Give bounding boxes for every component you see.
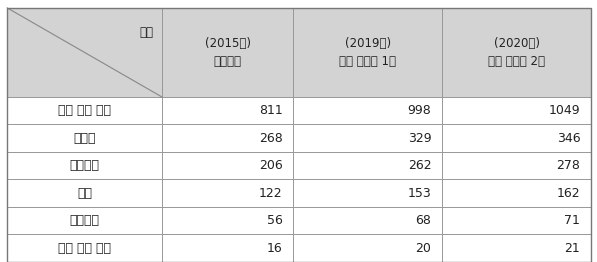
Bar (7, 207, 162, 234)
Text: 262: 262 (408, 159, 432, 172)
Bar (442, 97, 591, 124)
Text: 68: 68 (416, 214, 432, 227)
Bar (442, 152, 591, 179)
Bar (162, 179, 293, 207)
Text: 122: 122 (259, 187, 282, 200)
Bar (293, 234, 442, 262)
Text: 153: 153 (408, 187, 432, 200)
Text: 811: 811 (259, 104, 282, 117)
Text: 자동차: 자동차 (73, 132, 96, 145)
Text: 998: 998 (408, 104, 432, 117)
Bar (162, 97, 293, 124)
Bar (162, 124, 293, 152)
Bar (7, 152, 162, 179)
Bar (293, 152, 442, 179)
Bar (293, 124, 442, 152)
Bar (293, 97, 442, 124)
Bar (162, 152, 293, 179)
Text: 20: 20 (416, 242, 432, 255)
Bar (7, 179, 162, 207)
Text: 21: 21 (565, 242, 580, 255)
Text: 의료기기: 의료기기 (69, 214, 100, 227)
Bar (7, 234, 162, 262)
Bar (442, 124, 591, 152)
Text: 년도: 년도 (139, 26, 153, 39)
Bar (442, 234, 591, 262)
Text: 56: 56 (267, 214, 282, 227)
Bar (7, 8, 162, 97)
Text: 206: 206 (259, 159, 282, 172)
Bar (7, 97, 162, 124)
Bar (162, 8, 293, 97)
Bar (162, 207, 293, 234)
Text: (2015년)
현재년도: (2015년) 현재년도 (205, 37, 251, 68)
Text: 16: 16 (267, 242, 282, 255)
Text: 162: 162 (556, 187, 580, 200)
Text: 268: 268 (259, 132, 282, 145)
Text: 세계 시장 규모: 세계 시장 규모 (58, 104, 111, 117)
Bar (7, 124, 162, 152)
Bar (293, 8, 442, 97)
Bar (293, 207, 442, 234)
Bar (442, 8, 591, 97)
Text: 한국 시장 규모: 한국 시장 규모 (58, 242, 111, 255)
Text: 71: 71 (564, 214, 580, 227)
Text: (2020년)
개발 종료후 2년: (2020년) 개발 종료후 2년 (488, 37, 545, 68)
Bar (162, 234, 293, 262)
Bar (442, 179, 591, 207)
Text: 통신: 통신 (77, 187, 92, 200)
Bar (442, 207, 591, 234)
Text: 329: 329 (408, 132, 432, 145)
Text: (2019년)
개발 종료후 1년: (2019년) 개발 종료후 1년 (339, 37, 396, 68)
Text: 346: 346 (556, 132, 580, 145)
Bar (293, 179, 442, 207)
Text: 1049: 1049 (549, 104, 580, 117)
Text: 278: 278 (556, 159, 580, 172)
Text: 가전기기: 가전기기 (69, 159, 100, 172)
